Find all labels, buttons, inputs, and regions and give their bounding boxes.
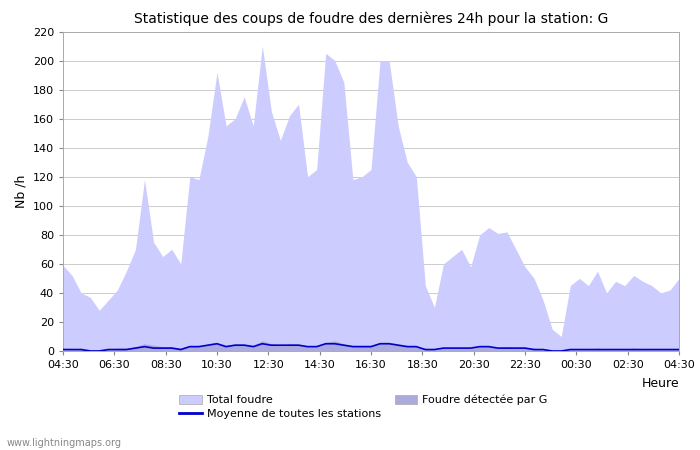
Y-axis label: Nb /h: Nb /h <box>14 175 27 208</box>
X-axis label: Heure: Heure <box>641 377 679 390</box>
Legend: Total foudre, Moyenne de toutes les stations, Foudre détectée par G: Total foudre, Moyenne de toutes les stat… <box>179 395 548 419</box>
Title: Statistique des coups de foudre des dernières 24h pour la station: G: Statistique des coups de foudre des dern… <box>134 12 608 26</box>
Text: www.lightningmaps.org: www.lightningmaps.org <box>7 438 122 448</box>
